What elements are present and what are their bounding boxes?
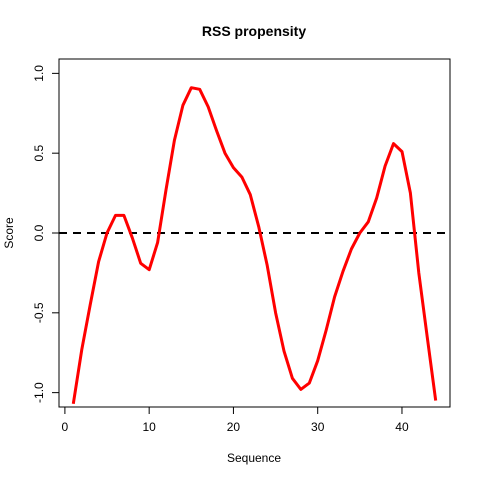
y-tick-label: 0.5: [32, 145, 46, 162]
x-axis: 0 10 20 30 40: [62, 406, 409, 434]
y-tick-label: 0.0: [32, 224, 46, 241]
y-tick-label: 1.0: [32, 65, 46, 82]
y-tick-label: -1.0: [32, 382, 46, 403]
x-tick-label: 20: [227, 420, 241, 434]
x-tick-label: 0: [62, 420, 69, 434]
x-tick-label: 10: [142, 420, 156, 434]
y-axis-label: Score: [2, 217, 16, 249]
x-tick-label: 40: [395, 420, 409, 434]
series-line: [71, 86, 438, 405]
x-axis-label: Sequence: [227, 451, 281, 465]
y-tick-label: -0.5: [32, 302, 46, 323]
series-group: [71, 86, 438, 405]
chart-title: RSS propensity: [202, 23, 306, 39]
x-tick-label: 30: [311, 420, 325, 434]
